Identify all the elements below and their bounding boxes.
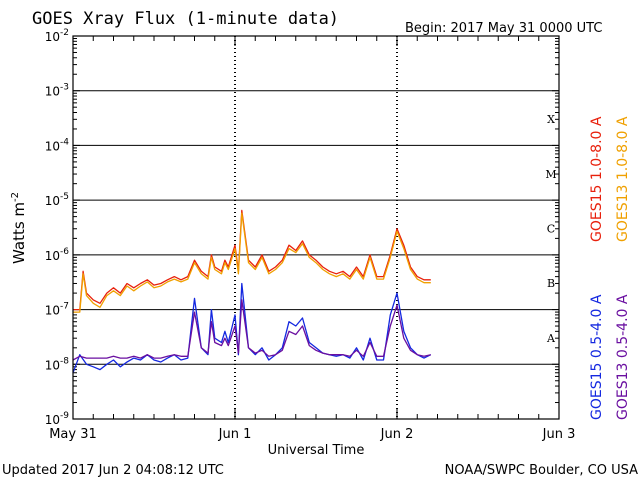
y-axis-label: Watts m-2 (10, 192, 28, 264)
plot-frame (72, 35, 560, 420)
svg-text:Watts m-2: Watts m-2 (10, 192, 28, 264)
series-line-3 (72, 299, 431, 361)
y-tick-label-7: 10-2 (45, 28, 69, 44)
y-tick-label-5: 10-4 (45, 137, 70, 153)
y-axis-label-sup: -2 (10, 192, 21, 202)
grid-lines (73, 36, 559, 419)
x-tick-label-3: Jun 3 (542, 427, 576, 442)
x-tick-label-1: Jun 1 (218, 427, 252, 442)
chart-title: GOES Xray Flux (1-minute data) (32, 9, 339, 29)
x-axis-label: Universal Time (268, 443, 365, 458)
flare-class-B: B (547, 277, 555, 290)
flare-class-C: C (547, 223, 555, 236)
y-tick-label-0: 10-9 (45, 411, 70, 427)
begin-label: Begin: 2017 May 31 0000 UTC (405, 21, 602, 36)
credit-label: NOAA/SWPC Boulder, CO USA (445, 463, 638, 478)
x-tick-label-2: Jun 2 (380, 427, 414, 442)
y-tick-label-1: 10-8 (45, 356, 70, 372)
series-line-0 (73, 209, 431, 311)
flare-class-M: M (545, 168, 556, 181)
legend-entry-2: GOES15 0.5-4.0 A (589, 294, 605, 420)
series-lines (72, 209, 432, 374)
y-axis-ticks: 10-9 10-8 10-7 10-6 10-5 10-4 10-3 10-2 (45, 28, 559, 427)
flare-class-X: X (547, 113, 555, 126)
legend-entry-1: GOES13 1.0-8.0 A (615, 116, 631, 242)
flare-class-A: A (546, 332, 556, 345)
legend-entry-3: GOES13 0.5-4.0 A (615, 294, 631, 420)
y-axis-label-text: Watts m (10, 202, 28, 264)
x-tick-label-0: May 31 (49, 427, 97, 442)
series-line-1 (73, 212, 431, 313)
flare-class-labels: X M C B A (545, 113, 556, 345)
y-tick-label-2: 10-7 (45, 302, 69, 318)
y-tick-label-3: 10-6 (45, 247, 70, 263)
legend: GOES15 1.0-8.0 A GOES13 1.0-8.0 A GOES15 0… (589, 116, 631, 420)
legend-entry-0: GOES15 1.0-8.0 A (589, 116, 605, 242)
y-tick-label-4: 10-5 (45, 192, 69, 208)
y-tick-label-6: 10-3 (45, 83, 69, 99)
x-axis-ticks: May 31 Jun 1 Jun 2 Jun 3 (49, 36, 575, 442)
series-line-2 (72, 282, 432, 374)
updated-label: Updated 2017 Jun 2 04:08:12 UTC (2, 463, 224, 478)
